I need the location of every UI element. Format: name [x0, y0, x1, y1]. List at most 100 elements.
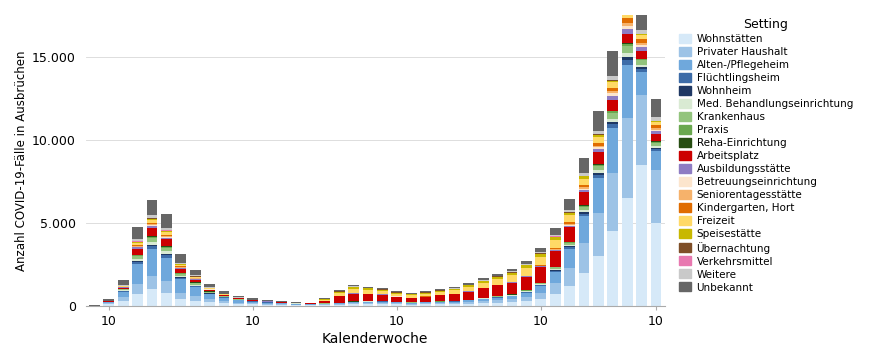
Bar — [463, 285, 474, 286]
Bar — [190, 283, 201, 284]
Bar — [507, 299, 517, 303]
Bar — [190, 296, 201, 301]
Bar — [521, 297, 532, 301]
Y-axis label: Anzahl COVID-19-Fälle in Ausbrüchen: Anzahl COVID-19-Fälle in Ausbrüchen — [15, 50, 28, 271]
Bar — [175, 279, 187, 292]
Bar — [651, 128, 662, 130]
Bar — [579, 212, 589, 214]
Bar — [492, 300, 503, 303]
Bar — [377, 291, 388, 294]
Bar — [564, 224, 575, 225]
Bar — [449, 290, 460, 294]
Bar — [133, 264, 143, 284]
Bar — [392, 291, 402, 292]
Bar — [564, 225, 575, 226]
Bar — [637, 59, 647, 60]
Bar — [146, 238, 158, 242]
Bar — [550, 251, 561, 267]
Bar — [392, 292, 402, 293]
Bar — [175, 278, 187, 279]
Bar — [651, 149, 662, 152]
Bar — [449, 294, 460, 301]
Bar — [276, 305, 287, 306]
Bar — [377, 301, 388, 303]
Bar — [146, 224, 158, 225]
Bar — [564, 210, 575, 212]
Bar — [507, 269, 517, 271]
Bar — [133, 247, 143, 248]
Bar — [190, 301, 201, 306]
Bar — [290, 305, 302, 306]
Bar — [535, 253, 546, 254]
Bar — [334, 303, 344, 304]
Bar — [521, 261, 532, 264]
Bar — [377, 295, 388, 301]
Bar — [204, 293, 215, 294]
Bar — [608, 81, 618, 82]
Bar — [507, 273, 517, 275]
Bar — [146, 219, 158, 223]
Bar — [334, 290, 344, 291]
Bar — [334, 291, 344, 292]
Bar — [651, 152, 662, 170]
Bar — [608, 231, 618, 306]
Bar — [608, 118, 618, 122]
Bar — [175, 267, 187, 268]
Bar — [392, 303, 402, 304]
Bar — [593, 143, 603, 145]
Bar — [161, 258, 172, 281]
Bar — [146, 245, 158, 246]
Bar — [219, 291, 229, 294]
Bar — [622, 198, 633, 306]
Bar — [622, 57, 633, 60]
Bar — [579, 210, 589, 212]
Bar — [348, 304, 359, 306]
Bar — [463, 286, 474, 287]
Bar — [492, 296, 503, 297]
Bar — [564, 213, 575, 215]
Bar — [118, 290, 128, 291]
Bar — [146, 249, 158, 276]
Bar — [463, 292, 474, 300]
Bar — [377, 303, 388, 304]
Bar — [579, 206, 589, 207]
Bar — [593, 165, 603, 166]
Bar — [564, 247, 575, 248]
Bar — [146, 246, 158, 249]
Bar — [535, 267, 546, 283]
Bar — [550, 237, 561, 240]
Bar — [420, 297, 431, 302]
Bar — [190, 284, 201, 286]
Bar — [262, 304, 273, 305]
Bar — [535, 265, 546, 266]
Bar — [133, 294, 143, 306]
Bar — [521, 292, 532, 297]
Bar — [593, 166, 603, 170]
Bar — [564, 286, 575, 306]
Bar — [593, 112, 603, 131]
Bar — [622, 14, 633, 18]
Bar — [622, 6, 633, 12]
Bar — [405, 304, 417, 305]
Bar — [608, 128, 618, 173]
Bar — [146, 215, 158, 218]
Bar — [248, 300, 258, 301]
Bar — [637, 51, 647, 58]
Bar — [550, 240, 561, 248]
Bar — [608, 91, 618, 93]
Bar — [521, 265, 532, 268]
Bar — [392, 304, 402, 306]
Bar — [392, 302, 402, 303]
Bar — [651, 142, 662, 143]
Bar — [492, 276, 503, 277]
Bar — [463, 283, 474, 285]
Bar — [550, 248, 561, 249]
Bar — [535, 283, 546, 284]
Bar — [104, 302, 114, 303]
Bar — [535, 257, 546, 265]
Bar — [118, 292, 128, 297]
Bar — [579, 243, 589, 273]
Bar — [405, 303, 417, 304]
Bar — [622, 12, 633, 14]
Bar — [637, 39, 647, 43]
